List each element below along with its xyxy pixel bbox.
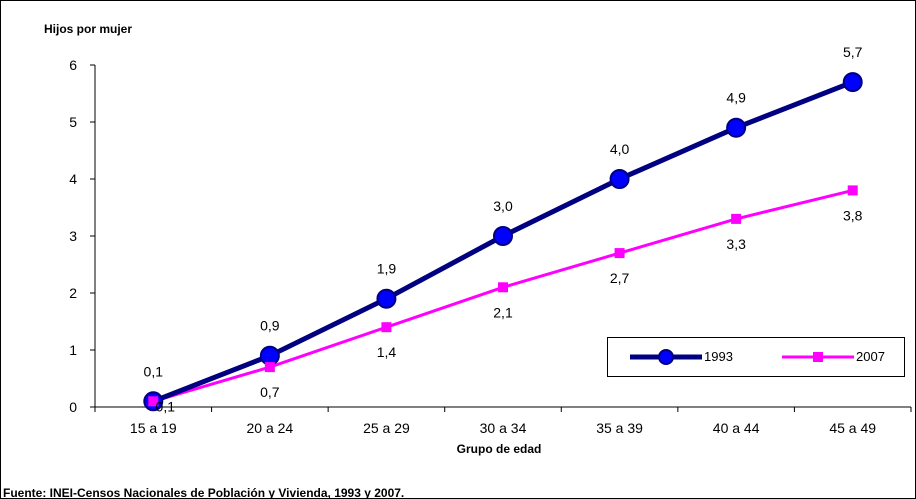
point-1993 — [259, 345, 280, 366]
y-tick-label: 1 — [69, 342, 77, 358]
point-1993 — [726, 117, 747, 138]
point-2007 — [264, 362, 275, 373]
x-axis-label: Grupo de edad — [456, 442, 542, 456]
x-tick-label: 45 a 49 — [829, 420, 876, 436]
point-2007 — [731, 213, 742, 224]
data-label-2007: 2,1 — [493, 304, 513, 320]
point-2007 — [381, 322, 392, 333]
point-1993 — [609, 169, 630, 189]
y-axis-label: Hijos por mujer — [44, 22, 133, 36]
point-2007 — [498, 282, 508, 293]
legend-label-2007: 2007 — [856, 349, 885, 364]
data-label-2007: 0,1 — [156, 398, 176, 414]
x-tick-label: 35 a 39 — [596, 420, 643, 436]
data-label-1993: 0,1 — [144, 363, 164, 379]
data-label-2007: 3,8 — [843, 207, 863, 223]
data-label-2007: 2,7 — [610, 270, 630, 286]
data-label-1993: 0,9 — [260, 318, 280, 334]
data-label-1993: 3,0 — [493, 198, 513, 214]
data-label-1993: 4,9 — [726, 90, 746, 106]
legend-swatch-1993 — [630, 349, 702, 365]
y-tick-label: 6 — [69, 57, 77, 73]
data-label-2007: 3,3 — [726, 236, 746, 252]
x-tick-label: 20 a 24 — [246, 420, 293, 436]
y-tick-label: 0 — [69, 399, 77, 415]
source-note: Fuente: INEI-Censos Nacionales de Poblac… — [3, 486, 405, 499]
data-label-2007: 0,7 — [260, 384, 280, 400]
x-tick-label: 30 a 34 — [480, 420, 527, 436]
point-1993 — [842, 72, 863, 93]
data-label-1993: 1,9 — [377, 261, 397, 277]
x-tick-label: 25 a 29 — [363, 420, 410, 436]
data-label-1993: 4,0 — [610, 141, 630, 157]
point-2007 — [148, 396, 159, 407]
y-tick-label: 2 — [69, 285, 77, 301]
legend-swatch-2007 — [782, 352, 854, 362]
y-tick-label: 4 — [69, 171, 77, 187]
x-tick-label: 15 a 19 — [130, 420, 177, 436]
y-tick-label: 5 — [69, 114, 77, 130]
data-label-1993: 5,7 — [843, 44, 863, 60]
point-2007 — [614, 248, 625, 259]
point-1993 — [493, 226, 513, 246]
point-2007 — [847, 185, 858, 196]
data-label-2007: 1,4 — [377, 344, 397, 360]
legend-label-1993: 1993 — [704, 349, 733, 364]
legend-item-2007: 2007 — [756, 338, 904, 376]
legend: 1993 2007 — [607, 337, 905, 377]
y-tick-label: 3 — [69, 228, 77, 244]
x-tick-label: 40 a 44 — [713, 420, 760, 436]
point-1993 — [376, 288, 397, 309]
legend-item-1993: 1993 — [608, 338, 756, 376]
